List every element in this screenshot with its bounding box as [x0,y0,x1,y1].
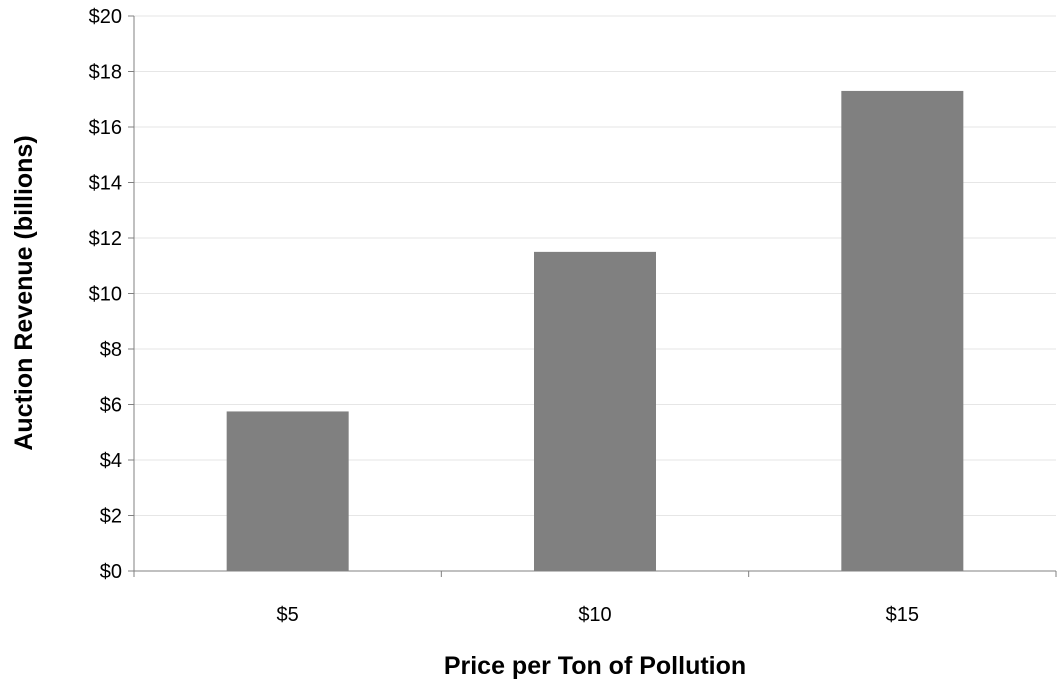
y-tick-label: $0 [100,561,122,583]
y-ticks: $0 $2 $4 $6 $8 $10 $12 $14 $16 $18 $20 [89,6,134,583]
x-tick-label: $5 [277,604,299,626]
y-axis-title: Auction Revenue (billions) [10,135,38,450]
y-tick-label: $8 [100,339,122,361]
bar-3 [841,90,964,572]
y-tick-label: $4 [100,450,122,472]
y-tick-label: $12 [89,228,122,250]
y-tick-label: $16 [89,117,122,139]
x-tick-label: $10 [578,604,611,626]
y-tick-label: $18 [89,62,122,84]
bars-group [226,90,964,572]
y-tick-label: $2 [100,506,122,528]
y-tick-label: $10 [89,284,122,306]
y-tick-label: $14 [89,173,122,195]
x-axis-title: Price per Ton of Pollution [444,652,746,680]
bar-1 [226,411,349,571]
y-tick-label: $20 [89,6,122,28]
y-tick-label: $6 [100,395,122,417]
x-ticks: $5 $10 $15 [133,571,1057,626]
bar-2 [534,251,656,571]
x-tick-label: $15 [886,604,919,626]
